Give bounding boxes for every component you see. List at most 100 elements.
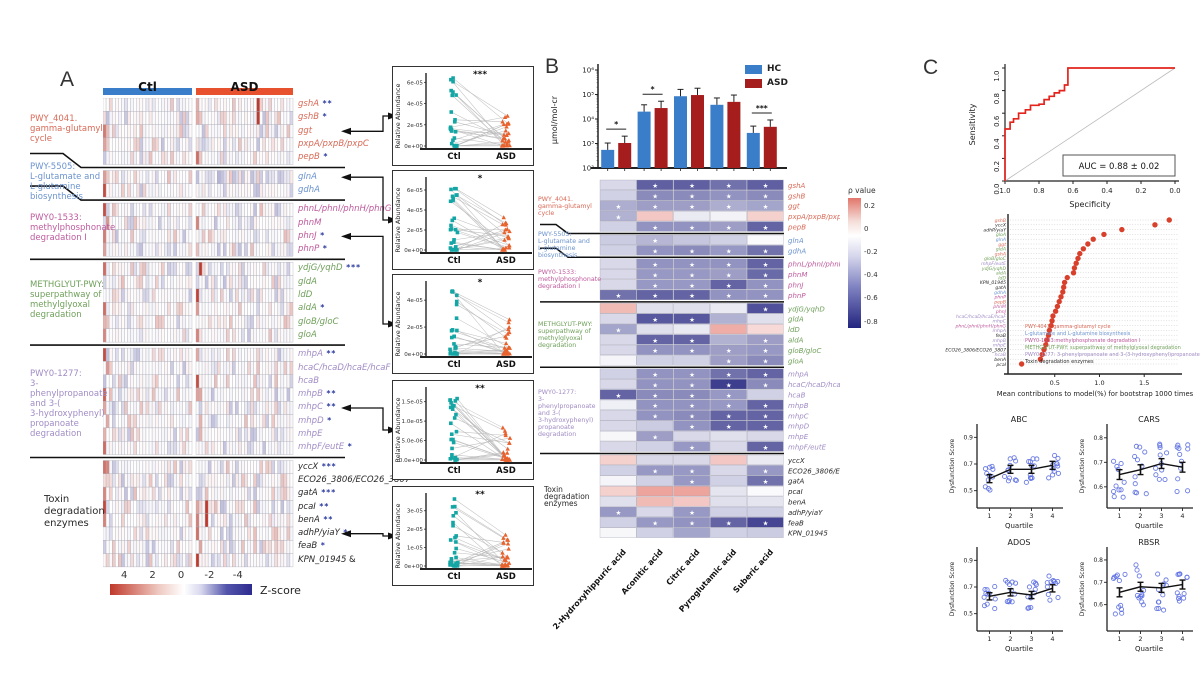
svg-text:4: 4 xyxy=(1050,512,1054,520)
svg-text:★: ★ xyxy=(652,261,658,269)
asd-group-bar xyxy=(196,88,293,95)
svg-text:gloB/gloC: gloB/gloC xyxy=(984,256,1007,262)
rho-tick: -0.2 xyxy=(864,248,878,257)
gene-label: gloA xyxy=(298,329,317,340)
svg-text:ggt: ggt xyxy=(998,242,1006,248)
pair-plot-4: Relative Abundance 1.5e-05 1.0e-05 5.0e-06 0… xyxy=(392,380,534,480)
svg-text:Quartile: Quartile xyxy=(1135,522,1163,530)
svg-text:mhpF/eutE: mhpF/eutE xyxy=(981,261,1006,267)
pathway-label-b: PWY0-1277: 3-phenylpropanoate and 3-(3-hyd… xyxy=(538,389,596,439)
svg-text:0.6: 0.6 xyxy=(1067,187,1079,195)
panel-c-contribution-plot: gshByccXadhP/yiaYgloAglnAggtgldAgshAgloB… xyxy=(945,214,1200,398)
gene-label: gloB/gloC xyxy=(298,316,339,327)
svg-text:mhpE: mhpE xyxy=(788,433,809,441)
svg-text:Specificity: Specificity xyxy=(1069,200,1110,209)
svg-text:★: ★ xyxy=(726,271,732,279)
pathway-label-b: PWY-5505: L-glutamate and L-glutamine biosy… xyxy=(538,231,590,260)
zscore-colorbar xyxy=(110,584,252,595)
svg-text:ECO26_3806/ECO26_3807: ECO26_3806/ECO26_3807 xyxy=(945,347,1006,353)
heatmap-cell xyxy=(289,151,294,165)
panel-a-letter: A xyxy=(60,68,75,91)
heatmap-cell xyxy=(289,328,294,343)
svg-text:gshB: gshB xyxy=(995,218,1006,224)
panel-b-heatmap: ★ ★ ★ ★ gshA ★ ★ ★ ★ gshB ★ ★ ★ ★ ★ ggt ★ pxpA/pxpB/pxpC ★… xyxy=(540,179,840,631)
svg-text:0.5: 0.5 xyxy=(963,611,973,618)
svg-text:gshA: gshA xyxy=(788,182,806,190)
svg-text:phnP: phnP xyxy=(787,292,806,300)
svg-text:★: ★ xyxy=(615,392,621,400)
svg-text:**: ** xyxy=(475,490,485,500)
svg-text:★: ★ xyxy=(689,193,695,201)
svg-text:Dysfunction Score: Dysfunction Score xyxy=(1079,561,1086,616)
svg-text:0.7: 0.7 xyxy=(963,584,973,591)
gene-label: glnA xyxy=(298,171,317,182)
svg-text:0.8: 0.8 xyxy=(1093,435,1103,442)
svg-text:ECO26_3806/ECO26_3807: ECO26_3806/ECO26_3807 xyxy=(788,467,840,475)
svg-text:METHGLYUT-PWY: superpathway of: METHGLYUT-PWY: superpathway of methylgly… xyxy=(1025,345,1181,351)
svg-text:benA: benA xyxy=(788,499,806,507)
svg-text:★: ★ xyxy=(689,282,695,290)
gene-label: mhpC ** xyxy=(298,402,337,413)
rho-tick: -0.6 xyxy=(864,294,878,303)
svg-text:PWY0-1533:methylphosphonate de: PWY0-1533:methylphosphonate degradation … xyxy=(1025,338,1141,344)
svg-text:★: ★ xyxy=(726,248,732,256)
svg-text:Relative Abundance: Relative Abundance xyxy=(394,84,402,149)
legend-asd-row: ASD xyxy=(745,78,788,88)
svg-text:0.4: 0.4 xyxy=(1101,187,1113,195)
svg-text:gloB/gloC: gloB/gloC xyxy=(788,347,822,355)
svg-text:1.0: 1.0 xyxy=(999,187,1010,195)
pathway-label-b: Toxin degradation enzymes xyxy=(544,485,590,509)
svg-text:★: ★ xyxy=(726,392,732,400)
svg-text:phnP: phnP xyxy=(993,295,1006,301)
asd-swatch xyxy=(745,78,762,88)
svg-text:10⁵: 10⁵ xyxy=(582,91,594,99)
svg-text:KPN_01945: KPN_01945 xyxy=(980,280,1006,286)
svg-text:phnJ: phnJ xyxy=(995,309,1007,315)
svg-text:★: ★ xyxy=(689,203,695,211)
svg-text:★: ★ xyxy=(689,261,695,269)
heatmap-cell xyxy=(289,441,294,455)
pair-plot-2: Relative Abundance 6e-05 4e-05 2e-05 0e+00 * C… xyxy=(392,170,534,270)
svg-text:★: ★ xyxy=(689,292,695,300)
svg-text:★: ★ xyxy=(726,520,732,528)
svg-text:0.8: 0.8 xyxy=(1033,187,1044,195)
svg-text:Ctl: Ctl xyxy=(447,256,460,266)
svg-text:mhpF/eutE: mhpF/eutE xyxy=(788,444,827,452)
panel-a-connector-arrows xyxy=(341,112,398,540)
svg-text:mhpD: mhpD xyxy=(788,423,810,431)
svg-text:4: 4 xyxy=(1180,635,1184,643)
gene-label: yccX *** xyxy=(298,461,337,472)
gene-label: mhpA ** xyxy=(298,349,337,360)
svg-text:0.9: 0.9 xyxy=(963,557,973,564)
svg-text:10⁴: 10⁴ xyxy=(582,116,594,124)
pathway-label: PWY-5505: L-glutamate and L-glutamine biosy… xyxy=(30,161,101,202)
svg-text:phnM: phnM xyxy=(992,304,1006,310)
svg-text:★: ★ xyxy=(726,182,732,190)
zscore-tick: -4 xyxy=(232,570,243,581)
heatmap-cell xyxy=(188,151,193,165)
svg-text:2e-05: 2e-05 xyxy=(407,123,424,129)
svg-text:aldA: aldA xyxy=(788,337,804,345)
svg-text:gshA: gshA xyxy=(995,251,1006,257)
svg-text:★: ★ xyxy=(689,371,695,379)
svg-text:Dysfunction Score: Dysfunction Score xyxy=(1079,438,1086,493)
svg-text:★: ★ xyxy=(689,468,695,476)
gene-label: mhpF/eutE * xyxy=(298,442,353,453)
pathway-label: PWY0-1277: 3-phenylpropanoate and 3-(3-hyd… xyxy=(30,369,108,440)
svg-text:★: ★ xyxy=(763,444,769,452)
svg-text:1: 1 xyxy=(987,635,991,643)
svg-text:★: ★ xyxy=(615,203,621,211)
svg-text:KPN_01945: KPN_01945 xyxy=(788,530,828,538)
svg-text:pepB: pepB xyxy=(787,224,806,232)
svg-text:3: 3 xyxy=(1159,635,1163,643)
svg-text:4e-05: 4e-05 xyxy=(407,208,424,214)
svg-text:★: ★ xyxy=(726,282,732,290)
svg-text:mhpB: mhpB xyxy=(788,402,809,410)
svg-text:0.0: 0.0 xyxy=(993,184,1001,195)
svg-text:*: * xyxy=(478,278,483,288)
quartile-plot-ABC: ABC Dysfunction Score 0.5 0.7 0.9 1 2 3 4 Quartil… xyxy=(949,415,1063,530)
svg-text:★: ★ xyxy=(689,224,695,232)
svg-text:4e-05: 4e-05 xyxy=(407,298,424,304)
